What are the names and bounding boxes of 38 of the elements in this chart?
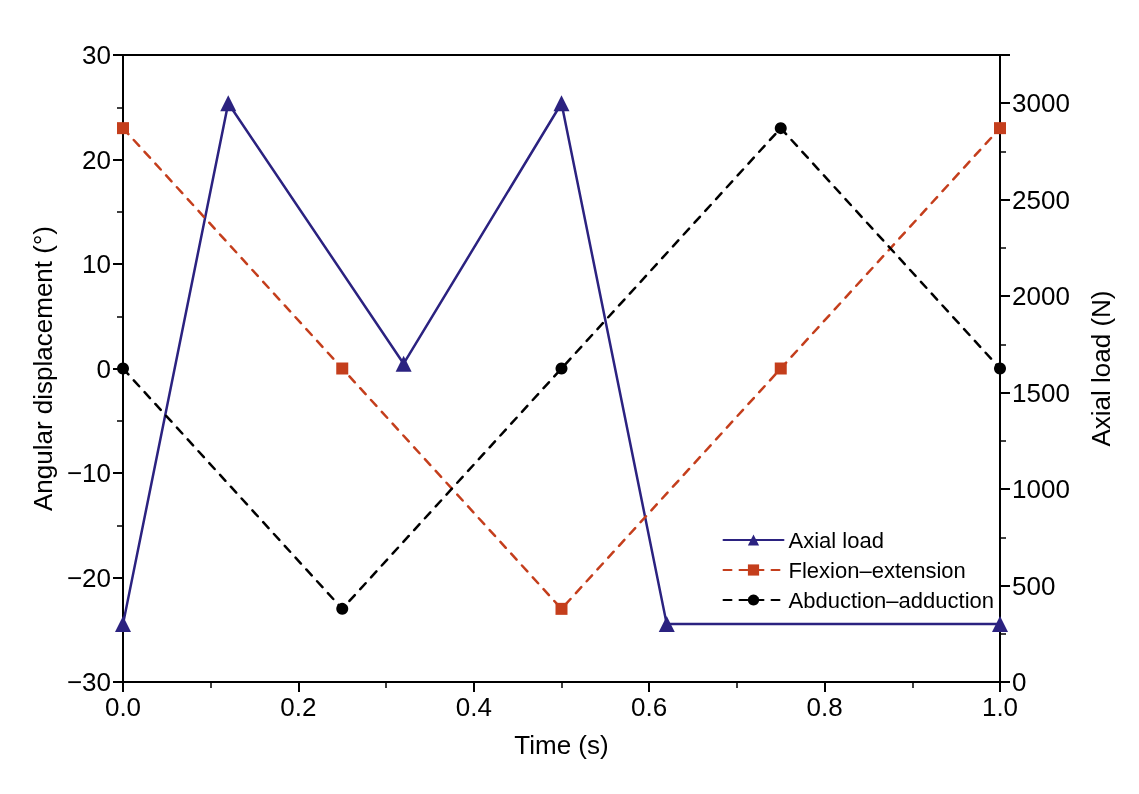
x-tick-label: 0.8 xyxy=(806,692,843,722)
legend-label: Abduction–adduction xyxy=(788,587,994,613)
y-tick-label: 10 xyxy=(82,249,111,279)
y2-tick-label: 500 xyxy=(1012,570,1056,601)
x-tick-label: 0.2 xyxy=(280,692,317,722)
y2-axis-title: Axial load (N) xyxy=(1086,290,1116,447)
point xyxy=(115,616,131,633)
point xyxy=(994,122,1006,135)
legend-label: Flexion–extension xyxy=(788,557,966,583)
x-tick-label: 0.4 xyxy=(455,692,492,722)
y2-tick-label: 2500 xyxy=(1012,184,1070,215)
point xyxy=(336,602,349,615)
y-tick-label: −10 xyxy=(66,458,111,488)
point xyxy=(774,122,787,135)
y2-tick-label: 3000 xyxy=(1012,88,1070,119)
point xyxy=(658,616,675,633)
point xyxy=(992,616,1008,633)
point xyxy=(553,95,570,112)
point xyxy=(117,122,129,135)
point xyxy=(220,95,237,112)
y2-tick-label: 2000 xyxy=(1012,281,1070,312)
point xyxy=(395,355,412,372)
legend-label: Axial load xyxy=(788,527,884,553)
x-axis-title: Time (s) xyxy=(514,730,609,760)
y-tick-label: 30 xyxy=(82,40,111,70)
x-tick-label: 0.6 xyxy=(631,692,668,722)
y2-tick-label: 1000 xyxy=(1012,474,1070,505)
point xyxy=(555,362,568,375)
point xyxy=(774,362,787,375)
point xyxy=(994,362,1006,375)
y-tick-label: 20 xyxy=(82,144,111,175)
point xyxy=(555,602,568,615)
y-tick-label: −20 xyxy=(66,562,111,593)
y-axis-title: Angular displacement (°) xyxy=(28,226,58,511)
point xyxy=(117,362,129,375)
y-tick-label: 0 xyxy=(96,353,111,384)
point xyxy=(336,362,349,375)
y2-tick-label: 1500 xyxy=(1012,377,1070,408)
